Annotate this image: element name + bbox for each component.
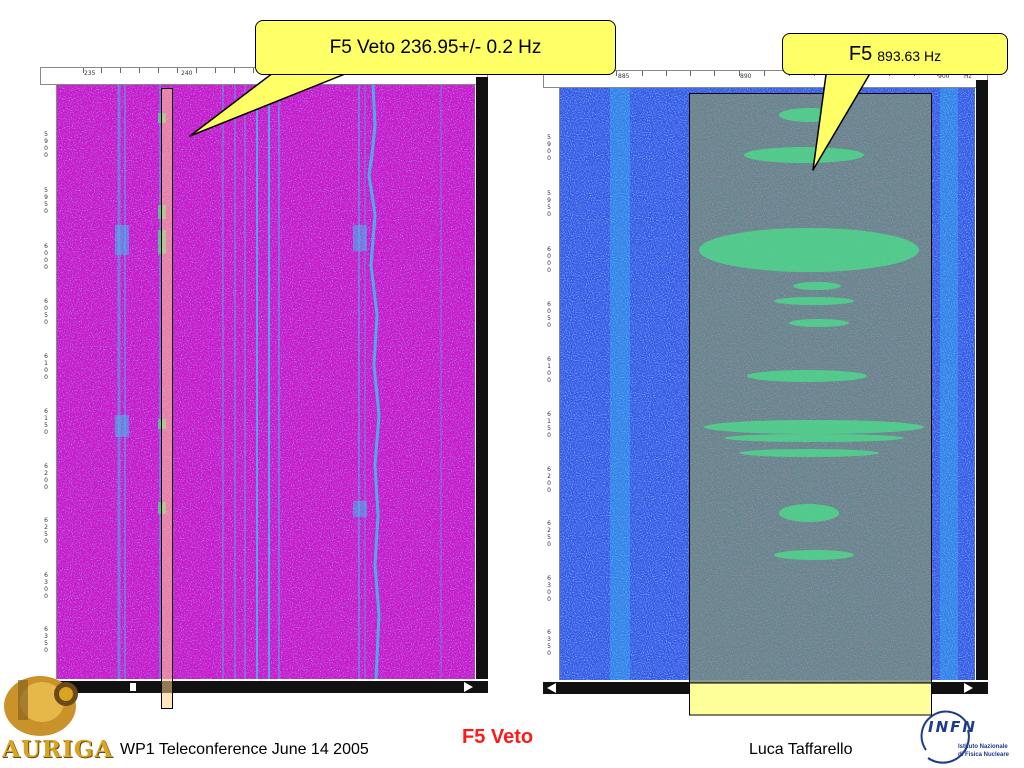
auriga-logo <box>4 676 78 736</box>
left-callout-text: F5 Veto 236.95+/- 0.2 Hz <box>329 36 542 58</box>
left-vertical-scrollbar[interactable] <box>476 77 488 679</box>
right-freq-label-885: 885 <box>618 73 630 80</box>
scroll-left-arrow-icon[interactable] <box>547 683 557 693</box>
left-freq-label-240: 240 <box>181 70 193 77</box>
left-callout-box: F5 Veto 236.95+/- 0.2 Hz <box>255 20 616 75</box>
footer-author: Luca Taffarello <box>749 741 853 758</box>
right-callout-pointer <box>812 60 879 171</box>
auriga-detector-icon <box>4 676 78 736</box>
right-vertical-scrollbar[interactable] <box>976 80 988 680</box>
scroll-right-arrow-icon[interactable] <box>964 683 974 693</box>
right-freq-label-900: 900 <box>938 73 950 80</box>
left-freq-label-235: 235 <box>84 70 96 77</box>
right-callout-box: F5 893.63 Hz <box>782 33 1008 75</box>
left-veto-highlight-column <box>161 88 173 709</box>
infn-logo-text: INFN <box>928 718 977 736</box>
right-f5-highlight-region <box>689 93 932 716</box>
left-spectrogram-image <box>57 85 475 679</box>
right-callout-value: 893.63 Hz <box>877 48 942 64</box>
auriga-logo-text: AURIGA <box>2 736 114 763</box>
right-callout-prefix: F5 <box>848 42 873 65</box>
footer-title: F5 Veto <box>462 726 534 748</box>
infn-logo-icon <box>920 710 970 764</box>
infn-subtext-1: Istituto Nazionale <box>958 744 1008 750</box>
left-horizontal-scrollbar[interactable] <box>40 681 488 693</box>
footer-event: WP1 Teleconference June 14 2005 <box>120 741 369 758</box>
left-callout-pointer <box>189 60 381 137</box>
infn-subtext-2: di Fisica Nucleare <box>958 752 1010 758</box>
scroll-right-arrow-icon[interactable] <box>464 682 474 692</box>
left-scroll-thumb[interactable] <box>130 683 136 691</box>
right-freq-label-890: 890 <box>740 73 752 80</box>
right-freq-unit: Hz <box>964 73 972 80</box>
